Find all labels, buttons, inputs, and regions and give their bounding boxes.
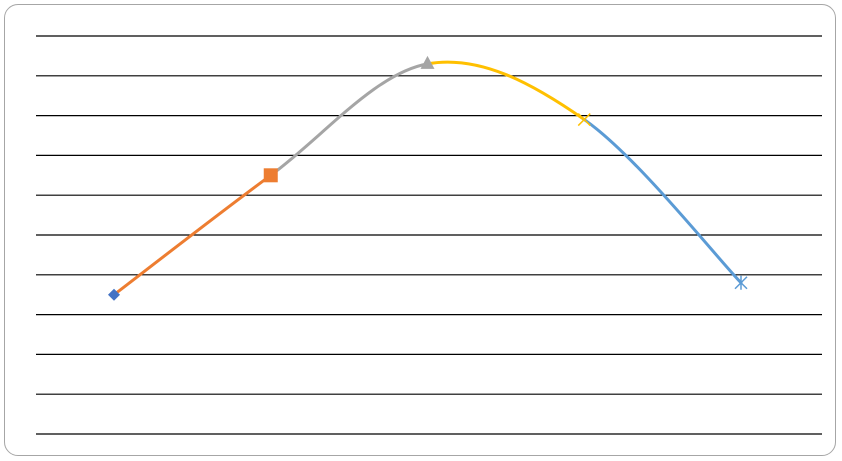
series-line-segment xyxy=(426,60,586,122)
series-line-segment xyxy=(582,118,743,285)
data-point-square xyxy=(263,168,278,183)
gridlines xyxy=(36,35,822,435)
series-lines xyxy=(112,60,743,297)
series-line-segment xyxy=(269,62,429,177)
data-point-x xyxy=(577,113,591,127)
data-point-triangle xyxy=(420,55,435,69)
data-point-asterisk xyxy=(734,275,748,290)
data-markers xyxy=(108,55,748,301)
chart-frame xyxy=(4,4,836,456)
series-line-segment xyxy=(112,173,273,297)
data-point-diamond xyxy=(108,288,120,301)
